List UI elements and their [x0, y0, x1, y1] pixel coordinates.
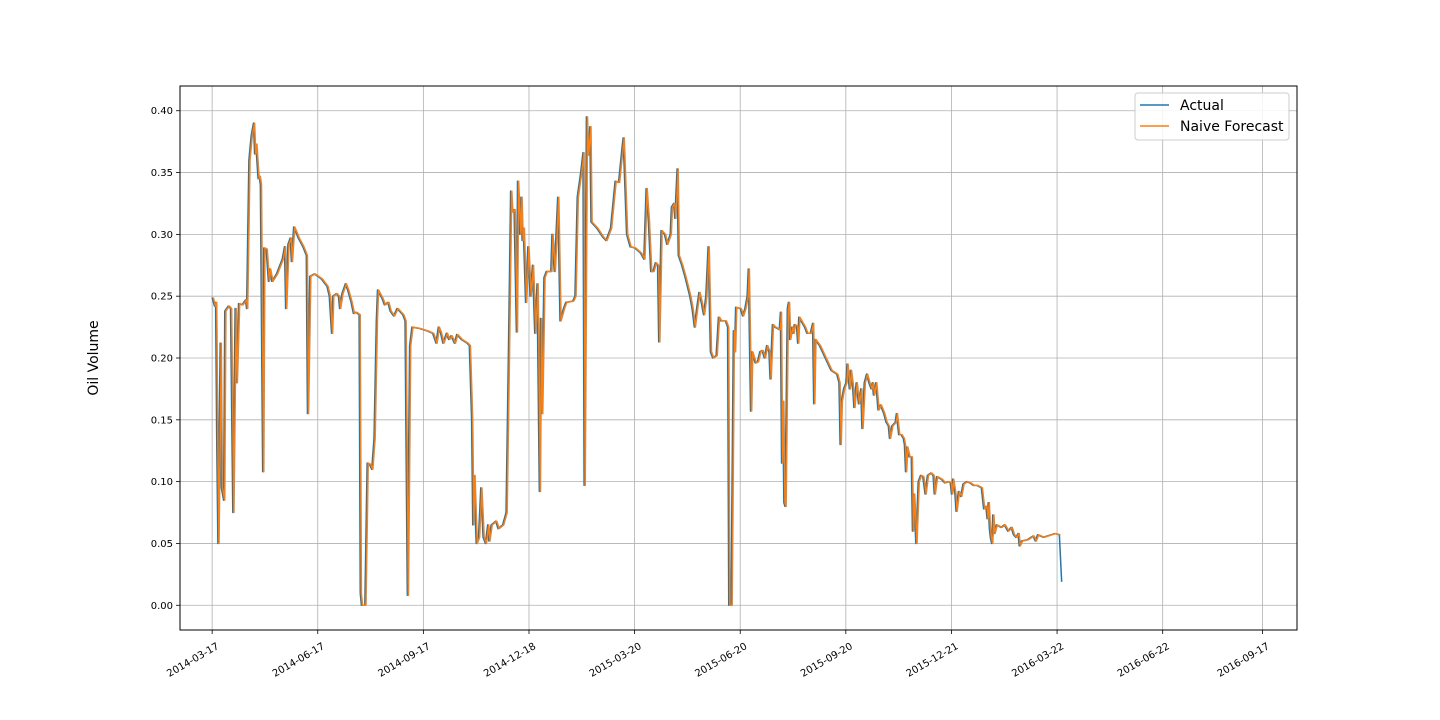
legend-forecast-label: Naive Forecast [1180, 119, 1284, 135]
y-tick-label: 0.05 [151, 539, 173, 550]
y-axis-label: Oil Volume [86, 320, 102, 395]
y-tick-label: 0.15 [151, 415, 173, 426]
legend-actual-label: Actual [1180, 98, 1224, 114]
y-tick-label: 0.35 [151, 168, 173, 179]
y-tick-label: 0.20 [151, 354, 173, 365]
y-tick-label: 0.40 [151, 106, 173, 117]
series-line-actual [211, 116, 1063, 607]
series-line-naive-forecast [212, 116, 1061, 607]
series-layer [211, 116, 1063, 607]
y-tick-label: 0.25 [151, 292, 173, 303]
y-axis-ticks: 0.00 0.05 0.10 0.15 0.20 0.25 0.30 0.35 0.40 [151, 106, 180, 612]
plot-frame [179, 85, 1298, 631]
y-tick-label: 0.30 [151, 230, 173, 241]
y-tick-label: 0.00 [151, 601, 173, 612]
legend-box [1134, 92, 1290, 141]
y-tick-label: 0.10 [151, 477, 173, 488]
legend: Actual Naive Forecast [1134, 92, 1290, 141]
